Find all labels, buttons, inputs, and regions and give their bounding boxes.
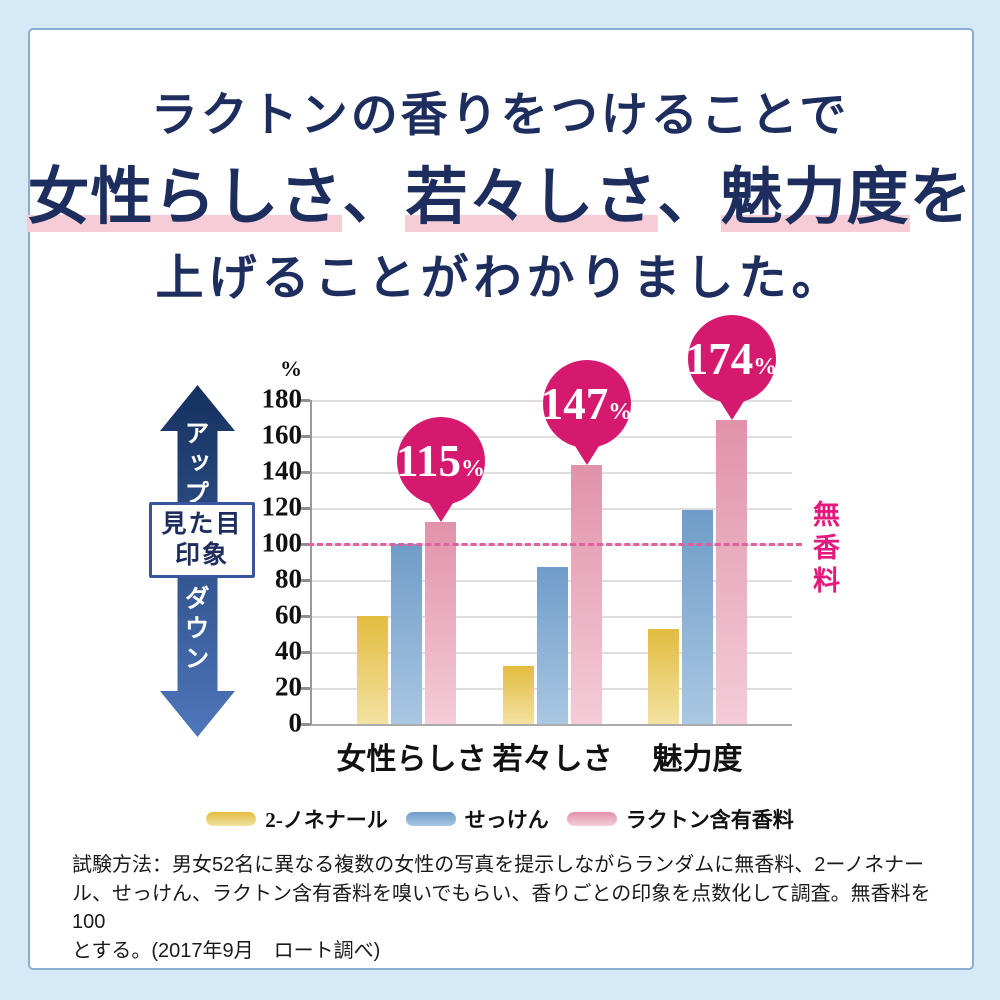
bar-soap-2	[537, 567, 568, 724]
bar-nonenal-2	[503, 666, 534, 724]
y-tick-180	[301, 399, 310, 402]
y-tick-label-140: 140	[261, 455, 303, 486]
y-tick-80	[301, 579, 310, 582]
y-axis-unit: %	[280, 356, 302, 381]
title-line-3: 上げることがわかりました。	[155, 252, 845, 305]
badge-value: 174	[685, 333, 754, 384]
y-tick-label-80: 80	[275, 563, 302, 594]
badge-unit: %	[461, 456, 486, 483]
plot-area: 女性らしさ 若々しさ 魅力度 115% 147% 174%	[301, 314, 802, 776]
bar-nonenal-3	[648, 628, 679, 724]
legend: 2-ノネナール せっけん ラクトン含有香料	[0, 804, 1000, 834]
gridline-160	[312, 436, 792, 438]
footnote-line-1: 試験方法：男女52名に異なる複数の女性の写真を提示しながらランダムに無香料、2ー…	[72, 854, 925, 876]
bar-soap-1	[391, 544, 422, 724]
footnote: 試験方法：男女52名に異なる複数の女性の写真を提示しながらランダムに無香料、2ー…	[72, 851, 938, 965]
legend-item-soap: せっけん	[405, 804, 549, 834]
y-tick-label-60: 60	[275, 599, 302, 630]
badge-unit: %	[608, 398, 633, 425]
arrow-down-label: ダウン	[181, 585, 208, 675]
x-category-label-1: 女性らしさ	[336, 743, 487, 776]
value-badge-2: 147%	[540, 359, 633, 448]
y-tick-20	[301, 687, 310, 690]
x-category-label-3: 魅力度	[652, 743, 743, 776]
legend-item-nonenal: 2-ノネナール	[206, 804, 388, 834]
y-axis-labels: 0 20 40 60 80 100 120 140 160 180	[228, 383, 303, 737]
title-separator-2: 、	[657, 164, 721, 232]
y-tick-100	[301, 543, 310, 546]
legend-item-lactone: ラクトン含有香料	[566, 804, 794, 834]
y-tick-60	[301, 615, 310, 618]
bar-lactone-3	[716, 419, 747, 724]
title-line-1: ラクトンの香りをつけることで	[150, 90, 850, 142]
legend-swatch-lactone	[566, 812, 617, 826]
y-tick-label-160: 160	[261, 419, 303, 450]
bar-lactone-2	[571, 464, 602, 724]
bar-soap-3	[682, 509, 713, 724]
y-tick-label-40: 40	[275, 635, 302, 666]
title-keyword-youthfulness: 若々しさ	[405, 164, 658, 232]
badge-tail-3	[719, 400, 744, 420]
legend-swatch-nonenal	[206, 812, 257, 826]
y-tick-label-100: 100	[261, 527, 303, 558]
legend-label-nonenal: 2-ノネナール	[265, 808, 388, 832]
y-tick-label-180: 180	[261, 383, 303, 414]
impression-label-line2: 印象	[174, 542, 229, 569]
arrow-up-label: アップ	[181, 420, 208, 510]
impression-label-line1: 見た目	[161, 511, 243, 538]
title-keyword-attractiveness: 魅力度	[720, 164, 910, 232]
title-separator-1: 、	[342, 164, 406, 232]
badge-value: 115	[395, 436, 462, 487]
badge-value: 147	[540, 378, 609, 429]
bar-nonenal-1	[357, 616, 388, 724]
legend-label-soap: せっけん	[464, 808, 549, 832]
y-tick-40	[301, 651, 310, 654]
y-tick-120	[301, 507, 310, 510]
unscented-reference-label: 無香料	[809, 500, 839, 599]
y-tick-label-0: 0	[288, 707, 303, 738]
title-line-2: 女性らしさ、若々しさ、魅力度を	[0, 146, 1000, 236]
footnote-line-2: ル、せっけん、ラクトン含有香料を嗅いでもらい、香りごとの印象を点数化して調査。無…	[72, 882, 931, 934]
y-tick-160	[301, 435, 310, 438]
footnote-line-3: とする。(2017年9月 ロート調べ)	[72, 939, 381, 962]
gridline-140	[312, 472, 792, 474]
badge-tail-2	[574, 445, 599, 465]
value-badge-3: 174%	[685, 314, 778, 403]
title-suffix: を	[909, 164, 973, 232]
y-tick-140	[301, 471, 310, 474]
impression-box: 見た目 印象	[149, 502, 255, 578]
x-category-label-2: 若々しさ	[492, 743, 613, 776]
y-tick-0	[301, 723, 310, 726]
value-badge-1: 115%	[395, 417, 486, 506]
title-keyword-femininity: 女性らしさ	[27, 164, 343, 232]
badge-tail-1	[428, 503, 453, 523]
badge-unit: %	[753, 353, 778, 380]
gridline-120	[312, 508, 792, 510]
legend-label-lactone: ラクトン含有香料	[625, 808, 794, 832]
unscented-reference-line	[308, 543, 802, 546]
legend-swatch-soap	[405, 812, 456, 826]
y-tick-label-20: 20	[275, 671, 302, 702]
bar-lactone-1	[425, 522, 456, 724]
y-tick-label-120: 120	[261, 491, 303, 522]
